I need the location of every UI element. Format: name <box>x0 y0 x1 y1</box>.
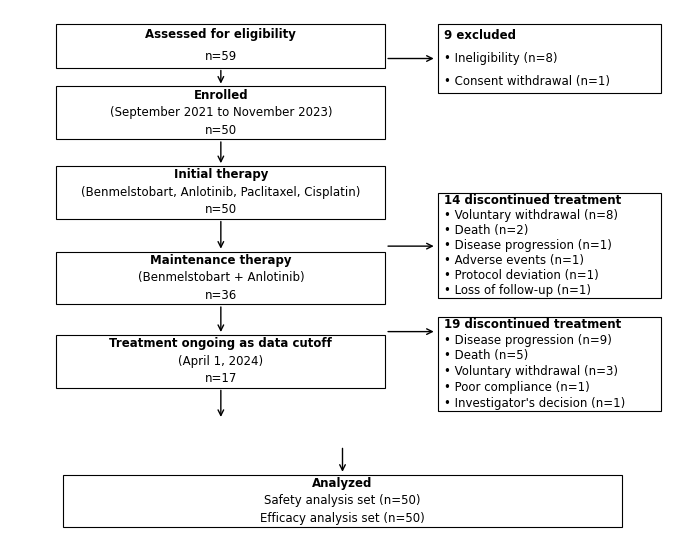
FancyBboxPatch shape <box>56 24 385 68</box>
Text: • Voluntary withdrawal (n=8): • Voluntary withdrawal (n=8) <box>445 209 619 222</box>
Text: Enrolled: Enrolled <box>194 88 248 102</box>
Text: Efficacy analysis set (n=50): Efficacy analysis set (n=50) <box>260 512 425 525</box>
Text: • Protocol deviation (n=1): • Protocol deviation (n=1) <box>445 269 599 282</box>
FancyBboxPatch shape <box>56 335 385 388</box>
Text: • Consent withdrawal (n=1): • Consent withdrawal (n=1) <box>445 75 610 88</box>
Text: n=50: n=50 <box>205 203 237 216</box>
Text: • Voluntary withdrawal (n=3): • Voluntary withdrawal (n=3) <box>445 365 619 378</box>
Text: Safety analysis set (n=50): Safety analysis set (n=50) <box>264 494 421 507</box>
Text: • Disease progression (n=1): • Disease progression (n=1) <box>445 239 612 252</box>
Text: n=17: n=17 <box>205 372 237 385</box>
Text: • Adverse events (n=1): • Adverse events (n=1) <box>445 254 584 267</box>
FancyBboxPatch shape <box>438 24 662 93</box>
Text: 9 excluded: 9 excluded <box>445 29 516 42</box>
Text: • Loss of follow-up (n=1): • Loss of follow-up (n=1) <box>445 284 591 297</box>
Text: n=36: n=36 <box>205 289 237 302</box>
Text: • Investigator's decision (n=1): • Investigator's decision (n=1) <box>445 397 625 410</box>
Text: (Benmelstobart, Anlotinib, Paclitaxel, Cisplatin): (Benmelstobart, Anlotinib, Paclitaxel, C… <box>81 186 360 199</box>
FancyBboxPatch shape <box>63 475 622 528</box>
Text: 19 discontinued treatment: 19 discontinued treatment <box>445 318 622 331</box>
FancyBboxPatch shape <box>56 166 385 219</box>
Text: • Death (n=2): • Death (n=2) <box>445 224 529 237</box>
Text: • Disease progression (n=9): • Disease progression (n=9) <box>445 334 612 347</box>
FancyBboxPatch shape <box>438 193 662 298</box>
FancyBboxPatch shape <box>438 316 662 411</box>
FancyBboxPatch shape <box>56 251 385 304</box>
Text: Maintenance therapy: Maintenance therapy <box>150 254 292 267</box>
FancyBboxPatch shape <box>56 86 385 139</box>
Text: Assessed for eligibility: Assessed for eligibility <box>145 28 297 41</box>
Text: Initial therapy: Initial therapy <box>174 169 268 181</box>
Text: • Ineligibility (n=8): • Ineligibility (n=8) <box>445 52 558 65</box>
Text: (September 2021 to November 2023): (September 2021 to November 2023) <box>110 106 332 119</box>
Text: (April 1, 2024): (April 1, 2024) <box>178 354 264 368</box>
Text: n=59: n=59 <box>205 50 237 63</box>
Text: Analyzed: Analyzed <box>312 477 373 490</box>
Text: 14 discontinued treatment: 14 discontinued treatment <box>445 194 622 207</box>
Text: • Death (n=5): • Death (n=5) <box>445 349 529 362</box>
Text: n=50: n=50 <box>205 124 237 137</box>
Text: Treatment ongoing as data cutoff: Treatment ongoing as data cutoff <box>110 337 332 350</box>
Text: • Poor compliance (n=1): • Poor compliance (n=1) <box>445 381 590 394</box>
Text: (Benmelstobart + Anlotinib): (Benmelstobart + Anlotinib) <box>138 272 304 284</box>
